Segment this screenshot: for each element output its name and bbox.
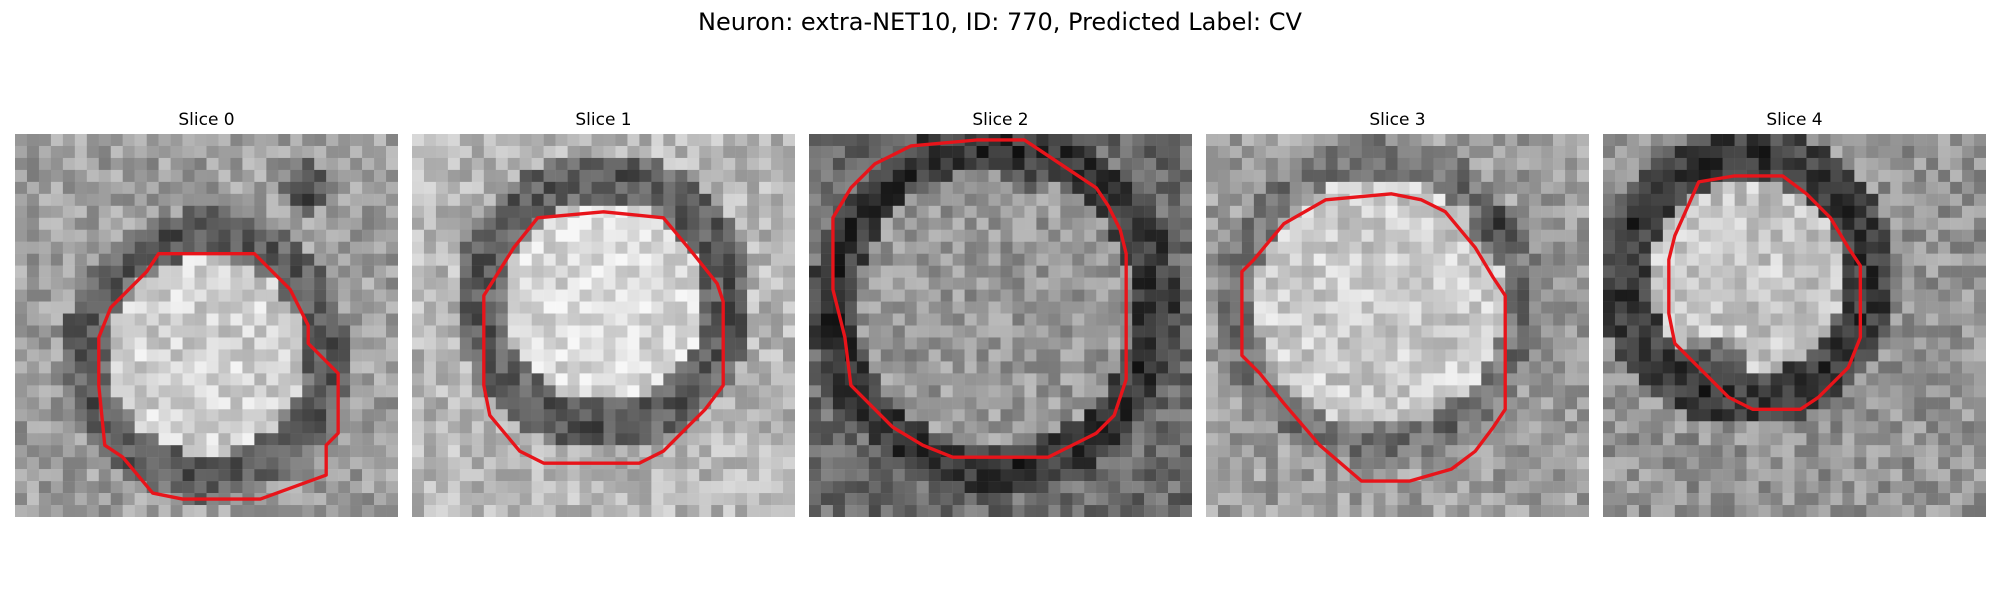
figure-title: Neuron: extra-NET10, ID: 770, Predicted … (698, 8, 1302, 36)
segmentation-contour-1 (482, 210, 725, 465)
pixel-grid-1 (412, 134, 795, 517)
slice-title-3: Slice 3 (1369, 110, 1426, 130)
slice-image-1 (412, 134, 795, 517)
slice-title-2: Slice 2 (972, 110, 1029, 130)
slice-panel-0: Slice 0 (15, 108, 398, 520)
slice-image-0 (15, 134, 398, 517)
slice-image-3 (1206, 134, 1589, 517)
slice-title-1: Slice 1 (575, 110, 632, 130)
pixel-grid-2 (809, 134, 1192, 517)
segmentation-contour-3 (1240, 192, 1507, 483)
pixel-grid-3 (1206, 134, 1589, 517)
slice-panel-4: Slice 4 (1603, 108, 1986, 520)
pixel-grid-4 (1603, 134, 1986, 517)
slice-title-4: Slice 4 (1766, 110, 1823, 130)
segmentation-contour-2 (831, 138, 1128, 459)
slice-panel-2: Slice 2 (809, 108, 1192, 520)
segmentation-contour-4 (1667, 174, 1863, 411)
slice-title-0: Slice 0 (178, 110, 235, 130)
slice-image-2 (809, 134, 1192, 517)
slice-panel-3: Slice 3 (1206, 108, 1589, 520)
segmentation-contour-0 (97, 252, 340, 501)
slice-panel-1: Slice 1 (412, 108, 795, 520)
pixel-grid-0 (15, 134, 398, 517)
slice-image-4 (1603, 134, 1986, 517)
